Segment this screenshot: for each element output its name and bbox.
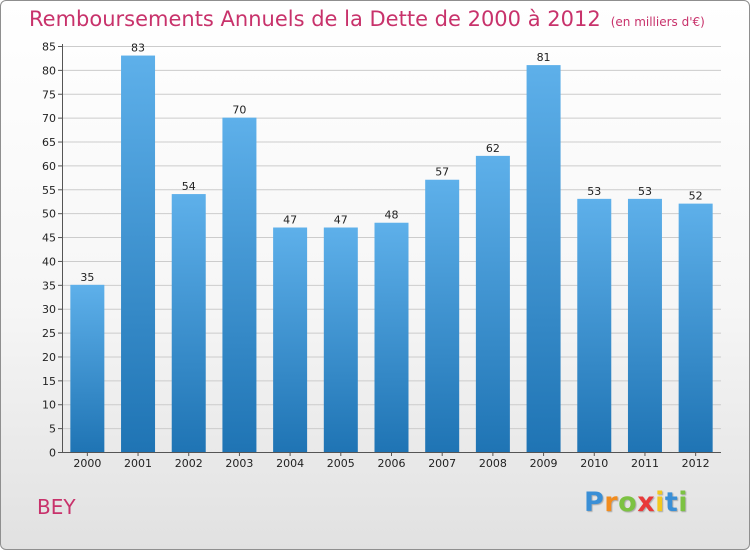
y-tick-label: 55	[42, 184, 56, 197]
x-axis-ticks: 2000 2001 2002 2003 2004 2005 2006 2007 2008 2009…	[73, 452, 710, 470]
y-tick-label: 80	[42, 64, 56, 77]
x-tick-label: 2006	[378, 457, 406, 470]
data-label-2007: 57	[435, 166, 449, 179]
y-tick-label: 20	[42, 351, 56, 364]
x-tick-label: 2010	[580, 457, 608, 470]
place-name: BEY	[37, 495, 76, 519]
y-tick-label: 10	[42, 399, 56, 412]
y-tick-label: 40	[42, 255, 56, 268]
x-tick-label: 2002	[175, 457, 203, 470]
chart-title-text: Remboursements Annuels de la Dette de 20…	[29, 7, 601, 31]
logo-letter: i	[655, 487, 665, 518]
logo-letter: i	[678, 487, 689, 518]
y-tick-label: 60	[42, 160, 56, 173]
bar-2000	[70, 284, 105, 452]
x-tick-label: 2001	[124, 457, 152, 470]
y-tick-label: 65	[42, 136, 56, 149]
chart-subtitle: (en milliers d'€)	[610, 15, 705, 29]
bar-2008	[475, 155, 510, 452]
y-tick-label: 25	[42, 327, 56, 340]
logo-letter: P	[584, 487, 605, 518]
bars: 35 83 54 70 47 47 48 57 62 81 53 53 52	[70, 42, 713, 452]
x-tick-label: 2005	[327, 457, 355, 470]
data-label-2010: 53	[587, 185, 601, 198]
axes	[62, 44, 721, 453]
data-label-2006: 48	[385, 209, 399, 222]
chart-title: Remboursements Annuels de la Dette de 20…	[29, 7, 705, 31]
logo-letter: t	[664, 487, 679, 518]
x-tick-label: 2012	[682, 457, 710, 470]
bar-2001	[121, 55, 156, 452]
x-tick-label: 2009	[530, 457, 558, 470]
data-label-2011: 53	[638, 185, 652, 198]
x-tick-label: 2008	[479, 457, 507, 470]
bar-2007	[425, 179, 460, 452]
x-tick-label: 2000	[73, 457, 101, 470]
y-tick-label: 0	[49, 447, 56, 460]
data-label-2000: 35	[80, 271, 94, 284]
data-label-2004: 47	[283, 214, 297, 227]
y-axis-ticks: 0 5 10 15 20 25 30 35 40 45 50 55 60 65 70 75 80 85	[42, 41, 62, 460]
y-tick-label: 85	[42, 41, 56, 54]
bar-2004	[273, 227, 308, 452]
y-tick-label: 75	[42, 88, 56, 101]
data-label-2003: 70	[232, 104, 246, 117]
y-tick-label: 70	[42, 112, 56, 125]
data-label-2012: 52	[689, 190, 703, 203]
y-tick-label: 30	[42, 303, 56, 316]
bar-2005	[323, 227, 358, 452]
bar-2002	[171, 194, 206, 452]
y-tick-label: 35	[42, 279, 56, 292]
logo-letter: r	[604, 487, 619, 518]
x-tick-label: 2011	[631, 457, 659, 470]
x-tick-label: 2004	[276, 457, 304, 470]
y-tick-label: 45	[42, 232, 56, 245]
x-tick-label: 2007	[428, 457, 456, 470]
bar-2003	[222, 117, 257, 452]
data-label-2005: 47	[334, 214, 348, 227]
x-tick-label: 2003	[225, 457, 253, 470]
proxiti-logo: Proxiti	[584, 487, 688, 518]
logo-letter: o	[618, 487, 638, 518]
bar-2012	[678, 203, 713, 452]
bar-2009	[526, 65, 561, 452]
y-tick-label: 50	[42, 208, 56, 221]
data-label-2008: 62	[486, 142, 500, 155]
bar-2011	[627, 198, 662, 452]
logo-letter: x	[637, 487, 656, 518]
data-label-2009: 81	[537, 51, 551, 64]
y-tick-label: 5	[49, 423, 56, 436]
data-label-2001: 83	[131, 42, 145, 55]
bar-2010	[577, 198, 612, 452]
bar-2006	[374, 222, 409, 452]
data-label-2002: 54	[182, 180, 196, 193]
y-tick-label: 15	[42, 375, 56, 388]
